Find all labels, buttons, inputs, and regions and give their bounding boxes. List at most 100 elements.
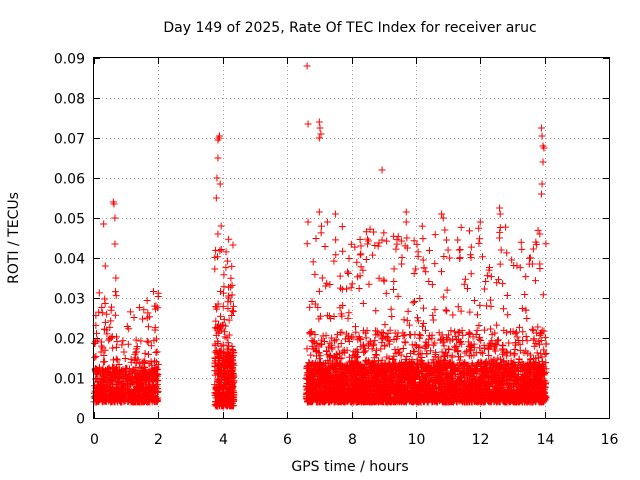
data-point [151, 302, 159, 310]
data-point [334, 343, 342, 351]
data-point [357, 242, 365, 250]
data-point [149, 287, 157, 295]
data-point [465, 227, 473, 235]
data-point [132, 396, 140, 404]
y-tick-label: 0.02 [54, 332, 85, 348]
data-point [356, 236, 364, 244]
y-tick-label: 0.09 [54, 52, 85, 68]
data-point [521, 291, 529, 299]
data-point [101, 300, 109, 308]
data-point [422, 326, 430, 334]
data-point [219, 302, 227, 310]
data-point [315, 287, 323, 295]
data-point [94, 394, 102, 402]
data-point [101, 346, 109, 354]
data-point [139, 384, 147, 392]
data-point [357, 336, 365, 344]
data-point [117, 367, 125, 375]
data-point [121, 393, 129, 401]
data-point [111, 288, 119, 296]
data-point [221, 333, 229, 341]
data-point [127, 358, 135, 366]
data-point [522, 333, 530, 341]
data-point [477, 348, 485, 356]
data-point [515, 323, 523, 331]
y-tick-label: 0.05 [54, 212, 85, 228]
data-point [118, 380, 126, 388]
data-point [312, 234, 320, 242]
data-point [420, 304, 428, 312]
data-point [344, 314, 352, 322]
data-point [211, 401, 219, 409]
x-tick-label: 10 [408, 432, 426, 448]
data-point [443, 307, 451, 315]
data-point [141, 394, 149, 402]
data-point [309, 258, 317, 266]
data-point [519, 328, 527, 336]
x-tick-label: 2 [154, 432, 163, 448]
data-point [154, 372, 162, 380]
data-point [371, 242, 379, 250]
data-point [212, 317, 220, 325]
data-point [141, 388, 149, 396]
data-point [475, 321, 483, 329]
data-point [473, 311, 481, 319]
data-point [414, 252, 422, 260]
data-point [454, 303, 462, 311]
data-point [372, 351, 380, 359]
data-point [337, 284, 345, 292]
data-point [227, 283, 235, 291]
data-point [220, 373, 228, 381]
data-point [420, 264, 428, 272]
data-point [216, 348, 224, 356]
data-point [374, 242, 382, 250]
data-point [466, 308, 474, 316]
data-point [130, 366, 138, 374]
data-point [99, 388, 107, 396]
data-point [413, 240, 421, 248]
data-point [145, 391, 153, 399]
data-point [216, 247, 224, 255]
data-point [411, 298, 419, 306]
data-point [222, 322, 230, 330]
y-tick-label: 0.04 [54, 252, 85, 268]
data-point [126, 393, 134, 401]
data-point [230, 378, 238, 386]
data-point [224, 305, 232, 313]
data-point [413, 342, 421, 350]
data-point [144, 309, 152, 317]
data-point [114, 374, 122, 382]
data-point [225, 235, 233, 243]
y-tick-label: 0.01 [54, 372, 85, 388]
data-point [339, 247, 347, 255]
data-point [220, 283, 228, 291]
data-point [108, 368, 116, 376]
data-point [482, 278, 490, 286]
data-point [534, 226, 542, 234]
data-point [223, 401, 231, 409]
y-tick-label: 0 [76, 412, 85, 428]
data-point [321, 243, 329, 251]
data-point [409, 299, 417, 307]
data-point [219, 341, 227, 349]
data-point [522, 273, 530, 281]
data-point [121, 385, 129, 393]
data-point [153, 348, 161, 356]
data-point [119, 371, 127, 379]
data-point [141, 349, 149, 357]
data-point [143, 296, 151, 304]
data-point [338, 223, 346, 231]
data-point [102, 383, 110, 391]
x-tick-label: 0 [90, 432, 99, 448]
data-point [143, 373, 151, 381]
data-point [336, 272, 344, 280]
data-point [392, 245, 400, 253]
data-point [120, 348, 128, 356]
data-point [126, 308, 134, 316]
data-point [493, 279, 501, 287]
data-point [425, 278, 433, 286]
data-point [143, 314, 151, 322]
data-point [138, 395, 146, 403]
data-point [224, 298, 232, 306]
grid-lines [94, 58, 609, 418]
